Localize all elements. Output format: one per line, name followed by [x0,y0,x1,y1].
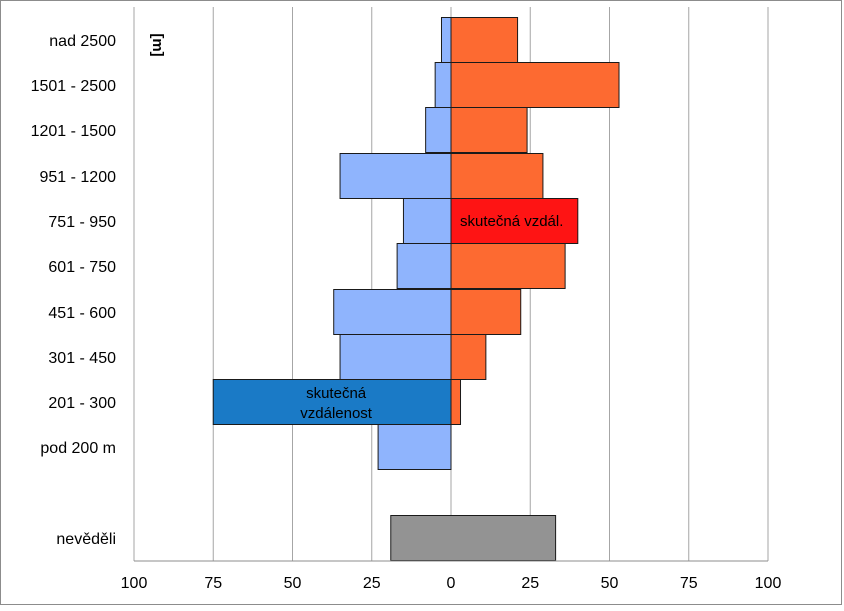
x-tick-label: 75 [204,575,222,592]
category-label: 751 - 950 [48,214,116,231]
bar-left [402,198,452,244]
x-tick-label: 25 [363,575,381,592]
category-label: pod 200 m [40,440,116,457]
x-tick-label: 100 [755,575,782,592]
category-label: 451 - 600 [48,305,116,322]
highlight-label-left: skutečná vzdálenost [300,385,373,422]
category-label: 201 - 300 [48,395,116,412]
category-label: 301 - 450 [48,350,116,367]
bar-right-highlight [450,198,579,244]
bar-right [450,289,522,335]
x-tick-label: 50 [284,575,302,592]
bar-left [339,153,452,199]
bar-left [440,17,452,63]
x-tick-label: 25 [521,575,539,592]
unit-label: [m] [149,33,166,56]
axis-layer: 100 75 50 25 0 25 50 75 100 [121,560,782,592]
bar-left [396,243,452,289]
bar-right [450,107,528,153]
bar-left [339,334,452,380]
x-tick-label: 0 [447,575,456,592]
bar-right [450,243,566,289]
bar-right [450,379,462,425]
bar-right [450,334,487,380]
x-tick-label: 100 [121,575,148,592]
bar-left [434,62,452,108]
bar-right [450,62,620,108]
category-label: 1501 - 2500 [31,78,117,95]
bar-right [450,17,519,63]
category-label: nevěděli [56,531,116,548]
label-layer: nad 2500 1501 - 2500 1201 - 1500 951 - 1200… [31,33,564,548]
category-label: 951 - 1200 [39,169,116,186]
bar-unknown [390,515,557,561]
category-label: 601 - 750 [48,259,116,276]
highlight-label-right: skutečná vzdál. [460,213,563,230]
category-label: 1201 - 1500 [31,123,117,140]
bar-right [450,153,544,199]
bar-left [425,107,452,153]
bar-layer [212,17,620,561]
bar-left-highlight [212,379,452,425]
bar-left [377,424,452,470]
x-tick-label: 50 [601,575,619,592]
x-tick-label: 75 [680,575,698,592]
category-label: nad 2500 [49,33,116,50]
bar-left [333,289,452,335]
